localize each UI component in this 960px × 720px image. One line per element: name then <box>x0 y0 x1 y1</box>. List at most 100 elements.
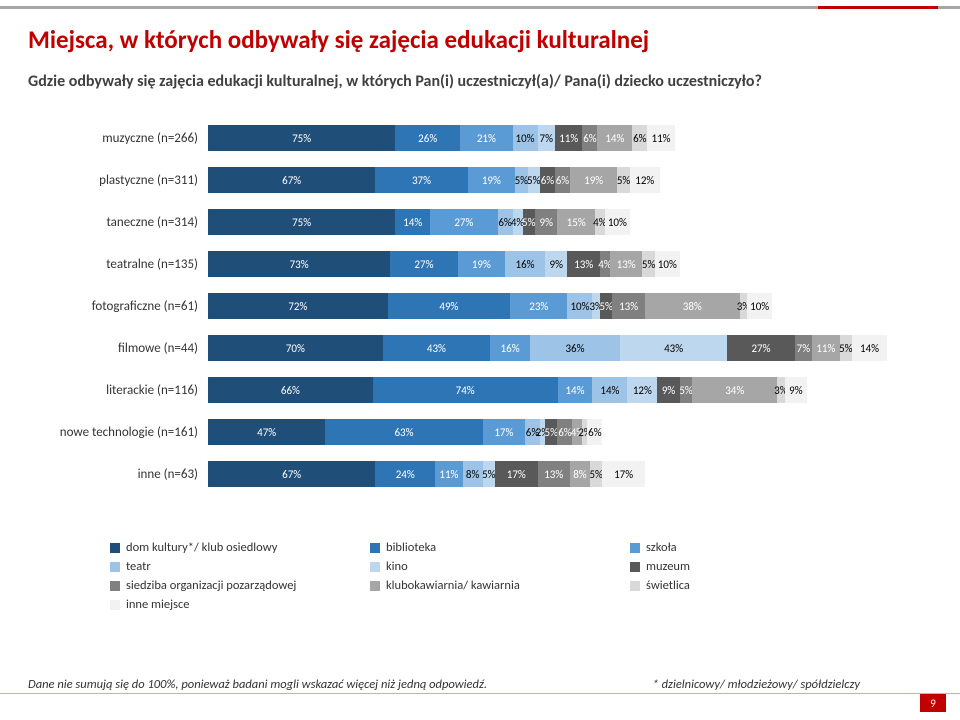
bar-segment: 47% <box>208 419 325 445</box>
bar-segment: 11% <box>647 125 674 151</box>
bar-segment: 67% <box>208 461 375 487</box>
bar-segment: 7% <box>795 335 812 361</box>
bar-segment: 5% <box>600 293 612 319</box>
bar-segment: 72% <box>208 293 388 319</box>
bar-segment: 6% <box>540 167 555 193</box>
bar-segment: 67% <box>208 167 375 193</box>
legend-item: biblioteka <box>370 540 630 555</box>
bar-segment: 10% <box>513 125 538 151</box>
bar-segment: 49% <box>388 293 510 319</box>
row-bars: 75%26%21%10%7%11%6%14%6%11% <box>208 125 932 151</box>
bar-segment: 21% <box>460 125 512 151</box>
bar-segment: 5% <box>515 167 527 193</box>
row-bars: 47%63%17%6%2%5%6%4%2%6% <box>208 419 932 445</box>
footnote-right: * dzielnicowy/ młodzieżowy/ spółdzielczy <box>653 677 860 692</box>
bar-segment: 17% <box>483 419 525 445</box>
bar-segment: 15% <box>557 209 594 235</box>
bar-segment: 27% <box>390 251 457 277</box>
chart-row: plastyczne (n=311)67%37%19%5%5%6%6%19%5%… <box>28 162 932 198</box>
chart-row: filmowe (n=44)70%43%16%36%43%27%7%11%5%1… <box>28 330 932 366</box>
bar-segment: 75% <box>208 209 395 235</box>
bar-segment: 5% <box>642 251 654 277</box>
bar-segment: 6% <box>587 419 602 445</box>
legend-swatch <box>370 543 380 553</box>
bar-segment: 75% <box>208 125 395 151</box>
bar-segment: 4% <box>595 209 605 235</box>
bar-segment: 5% <box>840 335 852 361</box>
bar-segment: 3% <box>777 377 784 403</box>
row-label: inne (n=63) <box>28 467 208 482</box>
row-label: literackie (n=116) <box>28 383 208 398</box>
row-bars: 73%27%19%16%9%13%4%13%5%10% <box>208 251 932 277</box>
bar-segment: 16% <box>490 335 530 361</box>
legend-label: klubokawiarnia/ kawiarnia <box>386 578 520 593</box>
row-bars: 66%74%14%14%12%9%5%34%3%9% <box>208 377 932 403</box>
bar-segment: 11% <box>555 125 582 151</box>
row-label: fotograficzne (n=61) <box>28 299 208 314</box>
bar-segment: 10% <box>605 209 630 235</box>
legend-item: muzeum <box>630 559 890 574</box>
bar-segment: 19% <box>570 167 617 193</box>
legend-label: inne miejsce <box>126 597 190 612</box>
bar-segment: 6% <box>582 125 597 151</box>
legend-swatch <box>110 600 120 610</box>
legend-swatch <box>630 562 640 572</box>
legend-label: świetlica <box>646 578 690 593</box>
bar-segment: 14% <box>558 377 593 403</box>
header-accent <box>818 6 938 9</box>
bar-segment: 3% <box>740 293 747 319</box>
header-line <box>0 6 960 9</box>
legend-swatch <box>370 562 380 572</box>
bar-segment: 6% <box>632 125 647 151</box>
row-label: filmowe (n=44) <box>28 341 208 356</box>
bar-segment: 5% <box>523 209 535 235</box>
bar-segment: 70% <box>208 335 383 361</box>
bar-segment: 5% <box>617 167 629 193</box>
bar-segment: 19% <box>468 167 515 193</box>
page-number: 9 <box>920 694 946 712</box>
bar-segment: 7% <box>538 125 555 151</box>
bar-segment: 8% <box>463 461 483 487</box>
bar-segment: 11% <box>812 335 839 361</box>
bar-segment: 66% <box>208 377 373 403</box>
bar-segment: 14% <box>395 209 430 235</box>
row-bars: 75%14%27%6%4%5%9%15%4%10% <box>208 209 932 235</box>
bar-segment: 19% <box>458 251 505 277</box>
legend-item: kino <box>370 559 630 574</box>
page-subtitle: Gdzie odbywały się zajęcia edukacji kult… <box>28 72 932 91</box>
row-bars: 70%43%16%36%43%27%7%11%5%14% <box>208 335 932 361</box>
bar-segment: 34% <box>692 377 777 403</box>
bar-segment: 26% <box>395 125 460 151</box>
legend-swatch <box>110 543 120 553</box>
row-label: muzyczne (n=266) <box>28 131 208 146</box>
bar-segment: 17% <box>495 461 537 487</box>
legend-item: szkoła <box>630 540 890 555</box>
chart-row: inne (n=63)67%24%11%8%5%17%13%8%5%17% <box>28 456 932 492</box>
bar-segment: 9% <box>535 209 557 235</box>
chart-legend: dom kultury*/ klub osiedlowy biblioteka sz… <box>110 540 920 616</box>
legend-item: świetlica <box>630 578 890 593</box>
row-bars: 67%37%19%5%5%6%6%19%5%12% <box>208 167 932 193</box>
legend-item: dom kultury*/ klub osiedlowy <box>110 540 370 555</box>
bar-segment: 13% <box>538 461 570 487</box>
bar-segment: 38% <box>645 293 740 319</box>
chart-row: literackie (n=116)66%74%14%14%12%9%5%34%… <box>28 372 932 408</box>
chart-row: muzyczne (n=266)75%26%21%10%7%11%6%14%6%… <box>28 120 932 156</box>
bar-segment: 13% <box>567 251 599 277</box>
legend-label: biblioteka <box>386 540 436 555</box>
bar-segment: 13% <box>610 251 642 277</box>
legend-label: dom kultury*/ klub osiedlowy <box>126 540 277 555</box>
bar-segment: 5% <box>528 167 540 193</box>
bar-segment: 5% <box>545 419 557 445</box>
bar-segment: 9% <box>657 377 679 403</box>
bar-segment: 74% <box>373 377 558 403</box>
legend-label: kino <box>386 559 408 574</box>
bar-segment: 14% <box>592 377 627 403</box>
footnote-left: Dane nie sumują się do 100%, ponieważ ba… <box>28 677 487 692</box>
chart-row: fotograficzne (n=61)72%49%23%10%3%5%13%3… <box>28 288 932 324</box>
bar-segment: 13% <box>612 293 644 319</box>
bar-segment: 16% <box>505 251 545 277</box>
page-title: Miejsca, w których odbywały się zajęcia … <box>28 24 649 55</box>
bar-segment: 14% <box>852 335 887 361</box>
bar-segment: 27% <box>430 209 497 235</box>
